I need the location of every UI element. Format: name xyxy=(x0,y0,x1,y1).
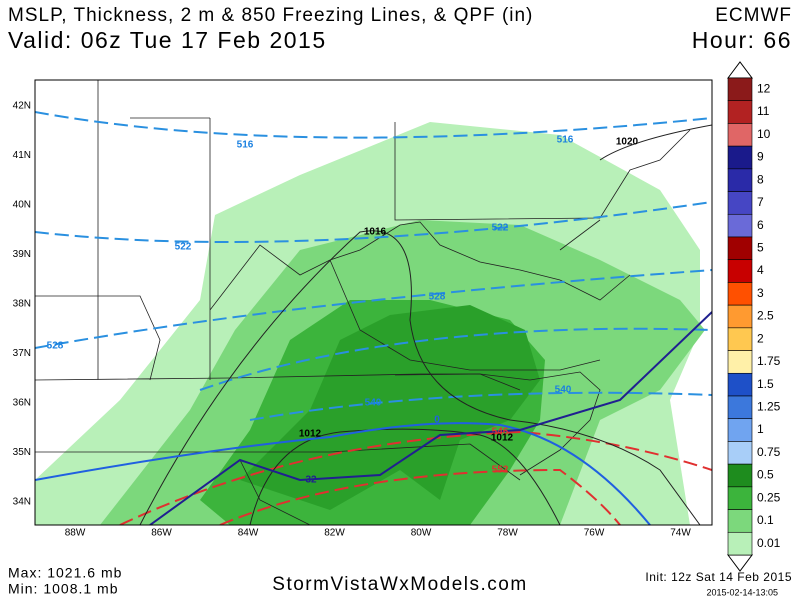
isobar-label: 1012 xyxy=(491,433,514,444)
colorbar-label: 5 xyxy=(757,241,764,255)
longitude-label: 76W xyxy=(584,528,605,539)
init-time: Init: 12z Sat 14 Feb 2015 xyxy=(645,570,792,584)
colorbar-label: 9 xyxy=(757,150,764,164)
longitude-label: 82W xyxy=(324,528,345,539)
longitude-label: 86W xyxy=(151,528,172,539)
colorbar-swatch xyxy=(727,418,753,442)
isobar-label: 1012 xyxy=(299,429,322,440)
colorbar-swatch xyxy=(727,486,753,510)
latitude-label: 42N xyxy=(13,101,31,112)
colorbar-swatch xyxy=(727,191,753,215)
isobars xyxy=(139,124,712,525)
colorbar-label: 3 xyxy=(757,286,764,300)
valid-time: Valid: 06z Tue 17 Feb 2015 xyxy=(8,27,327,53)
colorbar-label: 11 xyxy=(757,104,770,118)
latitude-label: 38N xyxy=(13,299,31,310)
thickness-label: 522 xyxy=(492,223,509,234)
colorbar-swatch xyxy=(727,372,753,397)
freezing-label: 32 xyxy=(305,475,317,486)
timestamp: 2015-02-14-13:05 xyxy=(706,587,778,597)
min-pressure: Min: 1008.1 mb xyxy=(8,581,119,597)
colorbar-label: 0.01 xyxy=(757,536,781,550)
thickness-label: 516 xyxy=(237,140,254,151)
longitude-label: 84W xyxy=(238,528,259,539)
freezing-label: 0 xyxy=(434,415,440,426)
colorbar-swatch xyxy=(727,77,753,102)
colorbar-swatch xyxy=(727,259,753,283)
colorbar-label: 1.25 xyxy=(757,400,781,414)
thickness-label: 516 xyxy=(557,135,574,146)
colorbar-label: 1.75 xyxy=(757,354,781,368)
colorbar: 12 11 10 9 8 7 6 5 4 3 2.5 2 1.75 1.5 1.25 1 0.75 0.5 0.25… xyxy=(727,61,781,572)
qpf-shading xyxy=(35,122,705,525)
thickness-label: 528 xyxy=(429,292,446,303)
colorbar-bottom-arrow xyxy=(727,554,753,572)
longitude-label: 74W xyxy=(670,528,691,539)
isobar-label: 1020 xyxy=(616,137,639,148)
latitude-label: 34N xyxy=(13,497,31,508)
colorbar-label: 4 xyxy=(757,263,764,277)
colorbar-swatch xyxy=(727,395,753,420)
thickness-label: 528 xyxy=(47,341,64,352)
contour-labels: 516 516 522 522 528 528 540 540 546 552 … xyxy=(47,135,639,486)
colorbar-label: 8 xyxy=(757,172,764,186)
colorbar-label: 7 xyxy=(757,195,764,209)
colorbar-label: 1.5 xyxy=(757,377,774,391)
longitude-label: 78W xyxy=(497,528,518,539)
colorbar-label: 2.5 xyxy=(757,309,774,323)
colorbar-swatch xyxy=(727,123,753,147)
latitude-label: 37N xyxy=(13,348,31,359)
colorbar-swatch xyxy=(727,168,753,192)
latitude-label: 36N xyxy=(13,398,31,409)
colorbar-label: 0.25 xyxy=(757,490,781,504)
max-pressure: Max: 1021.6 mb xyxy=(8,565,122,581)
title: MSLP, Thickness, 2 m & 850 Freezing Line… xyxy=(8,5,533,26)
thickness-label: 552 xyxy=(492,465,509,476)
colorbar-label: 0.1 xyxy=(757,513,774,527)
latitude-label: 41N xyxy=(13,150,31,161)
latitude-label: 35N xyxy=(13,447,31,458)
colorbar-label: 6 xyxy=(757,218,764,232)
colorbar-swatch xyxy=(727,213,753,238)
colorbar-label: 10 xyxy=(757,127,771,141)
colorbar-label: 1 xyxy=(757,422,764,436)
colorbar-swatch xyxy=(727,327,753,351)
colorbar-top-arrow xyxy=(727,61,753,79)
colorbar-swatch xyxy=(727,441,753,465)
thickness-label: 540 xyxy=(365,398,382,409)
colorbar-label: 2 xyxy=(757,331,764,345)
borders xyxy=(35,80,691,525)
colorbar-label: 0.5 xyxy=(757,468,774,482)
thickness-label: 540 xyxy=(555,385,572,396)
site-name: StormVistaWxModels.com xyxy=(272,574,527,595)
forecast-hour: Hour: 66 xyxy=(692,27,792,53)
colorbar-swatch xyxy=(727,531,753,556)
thickness-contours xyxy=(35,111,712,525)
thickness-label: 522 xyxy=(175,242,192,253)
colorbar-swatch xyxy=(727,350,753,374)
colorbar-swatch xyxy=(727,100,753,124)
latitude-labels: 42N 41N 40N 39N 38N 37N 36N 35N 34N xyxy=(13,101,31,508)
map-frame xyxy=(34,79,713,526)
colorbar-swatch xyxy=(727,304,753,329)
latitude-label: 40N xyxy=(13,200,31,211)
longitude-label: 80W xyxy=(411,528,432,539)
colorbar-swatch xyxy=(727,145,753,170)
colorbar-swatch xyxy=(727,463,753,488)
model-name: ECMWF xyxy=(715,5,792,26)
latitude-label: 39N xyxy=(13,249,31,260)
longitude-label: 88W xyxy=(65,528,86,539)
colorbar-label: 12 xyxy=(757,82,771,96)
map: 516 516 522 522 528 528 540 540 546 552 … xyxy=(34,79,713,526)
longitude-labels: 88W 86W 84W 82W 80W 78W 76W 74W xyxy=(65,528,692,539)
colorbar-swatch xyxy=(727,236,753,261)
freezing-lines xyxy=(35,311,712,525)
colorbar-label: 0.75 xyxy=(757,445,781,459)
isobar-label: 1016 xyxy=(364,227,387,238)
thickness-label: 546 xyxy=(492,427,509,438)
colorbar-swatch xyxy=(727,282,753,306)
colorbar-swatch xyxy=(727,509,753,533)
